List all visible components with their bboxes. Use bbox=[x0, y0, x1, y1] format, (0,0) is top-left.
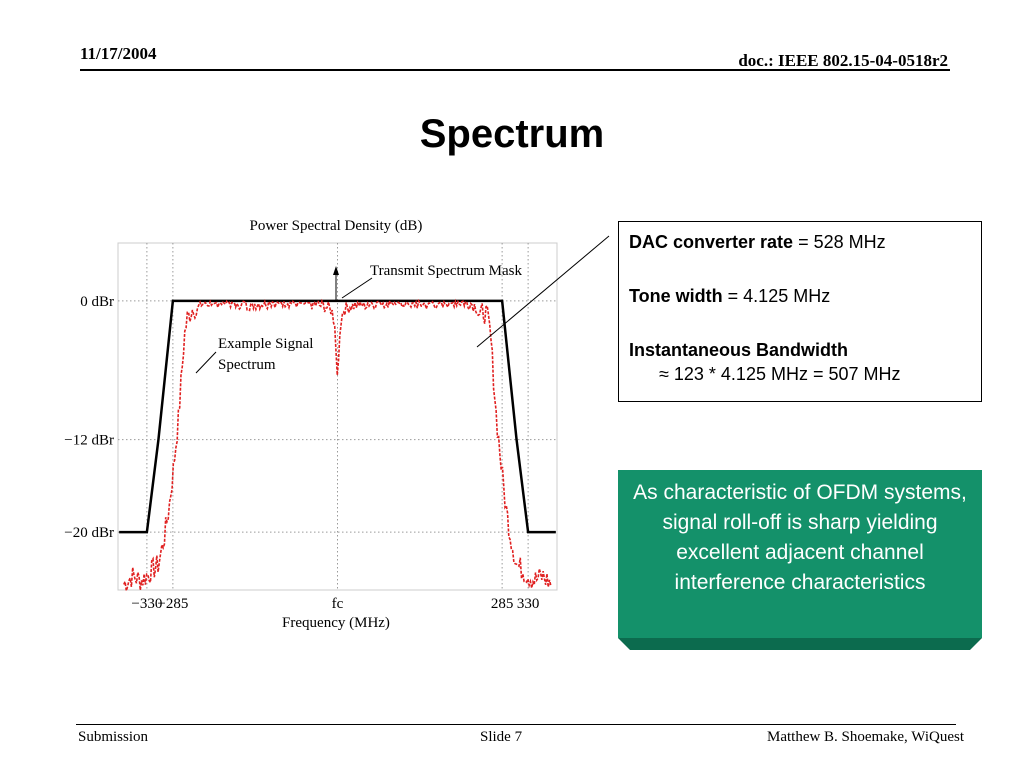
header-doc-id: doc.: IEEE 802.15-04-0518r2 bbox=[738, 51, 948, 70]
x-axis-label: Frequency (MHz) bbox=[282, 615, 390, 631]
footer-submission: Submission bbox=[78, 729, 149, 745]
x-tick-label: 285 bbox=[491, 596, 514, 612]
center-arrow-head bbox=[333, 266, 339, 275]
callout-line bbox=[476, 235, 610, 348]
note-box-bevel bbox=[618, 638, 982, 650]
axis-ticks: −330−285 fc 285 330 0 dBr −12 dBr −20 dBr bbox=[64, 294, 539, 612]
signal-annotation-line1: Example Signal bbox=[218, 336, 313, 352]
signal-series bbox=[123, 298, 552, 591]
y-tick-label: −12 dBr bbox=[64, 433, 114, 449]
signal-annotation-line2: Spectrum bbox=[218, 357, 276, 373]
bandwidth-label: Instantaneous Bandwidth bbox=[629, 340, 849, 360]
x-tick-label: fc bbox=[332, 596, 344, 612]
mask-annotation-leader bbox=[341, 277, 373, 299]
bandwidth-label-line: Instantaneous Bandwidth bbox=[629, 338, 971, 362]
header-divider bbox=[80, 69, 950, 71]
signal-annotation-leader bbox=[195, 351, 217, 374]
chart-title: Power Spectral Density (dB) bbox=[250, 218, 423, 234]
footer-author: Matthew B. Shoemake, WiQuest bbox=[766, 729, 964, 745]
header-date: 11/17/2004 bbox=[80, 44, 157, 63]
footer-slide-number: Slide 7 bbox=[480, 729, 523, 745]
grid-lines bbox=[118, 243, 557, 590]
dac-rate-label: DAC converter rate bbox=[629, 232, 794, 252]
slide-title: Spectrum bbox=[419, 112, 605, 156]
tone-width-label: Tone width bbox=[629, 286, 723, 306]
bandwidth-formula: ≈ 123 * 4.125 MHz = 507 MHz bbox=[659, 364, 901, 384]
x-tick-label: −330 bbox=[131, 596, 162, 612]
dac-rate-line: DAC converter rate = 528 MHz bbox=[629, 230, 971, 254]
x-tick-label: 330 bbox=[517, 596, 540, 612]
footer-divider bbox=[76, 724, 956, 725]
mask-annotation: Transmit Spectrum Mask bbox=[370, 263, 522, 279]
info-box: DAC converter rate = 528 MHz Tone width … bbox=[618, 221, 982, 402]
y-tick-label: 0 dBr bbox=[80, 294, 114, 310]
x-tick-label: −285 bbox=[157, 596, 188, 612]
tone-width-line: Tone width = 4.125 MHz bbox=[629, 284, 971, 308]
y-tick-label: −20 dBr bbox=[64, 525, 114, 541]
dac-rate-value: = 528 MHz bbox=[793, 232, 886, 252]
ofdm-note-box: As characteristic of OFDM systems, signa… bbox=[618, 470, 982, 638]
mask-line bbox=[119, 299, 556, 534]
mask-series bbox=[119, 299, 556, 534]
signal-line bbox=[123, 298, 552, 591]
tone-width-value: = 4.125 MHz bbox=[722, 286, 831, 306]
